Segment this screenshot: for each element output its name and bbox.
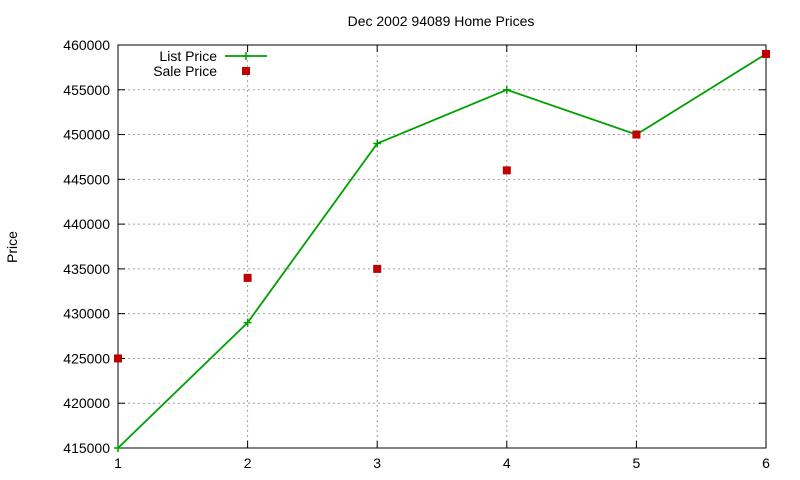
data-point-list-price [114, 444, 122, 452]
y-tick-label: 420000 [63, 395, 110, 411]
x-tick-label: 5 [633, 455, 641, 471]
grid [118, 45, 766, 448]
y-axis-label: Price [4, 231, 20, 263]
data-point-list-price [243, 318, 252, 327]
x-tick-label: 3 [373, 455, 381, 471]
data-point-sale-price [114, 354, 122, 363]
plot-frame [117, 44, 767, 449]
data-point-sale-price [762, 49, 770, 58]
chart-title: Dec 2002 94089 Home Prices [348, 13, 535, 29]
x-tick-label: 2 [244, 455, 252, 471]
y-tick-label: 460000 [63, 37, 110, 53]
data-point-sale-price [373, 264, 382, 273]
x-tick-label: 1 [114, 455, 122, 471]
y-tick-label: 445000 [63, 171, 110, 187]
data-point-sale-price [632, 130, 641, 139]
series-layer [114, 49, 770, 452]
x-tick-label: 4 [503, 455, 511, 471]
legend-marker-list-price [242, 52, 250, 60]
data-point-sale-price [243, 273, 252, 282]
data-point-sale-price [502, 166, 511, 175]
y-tick-label: 455000 [63, 82, 110, 98]
axis-ticks: 4150004200004250004300004350004400004450… [63, 37, 770, 471]
y-tick-label: 435000 [63, 261, 110, 277]
x-tick-label: 6 [762, 455, 770, 471]
legend-label: Sale Price [153, 63, 217, 79]
y-tick-label: 440000 [63, 216, 110, 232]
y-tick-label: 425000 [63, 350, 110, 366]
y-tick-label: 450000 [63, 127, 110, 143]
y-tick-label: 430000 [63, 306, 110, 322]
legend-marker-sale-price [242, 67, 250, 75]
data-point-list-price [502, 85, 511, 94]
legend-label: List Price [159, 48, 217, 64]
y-tick-label: 415000 [63, 440, 110, 456]
data-point-list-price [373, 139, 382, 148]
series-line-list-price [117, 53, 767, 449]
